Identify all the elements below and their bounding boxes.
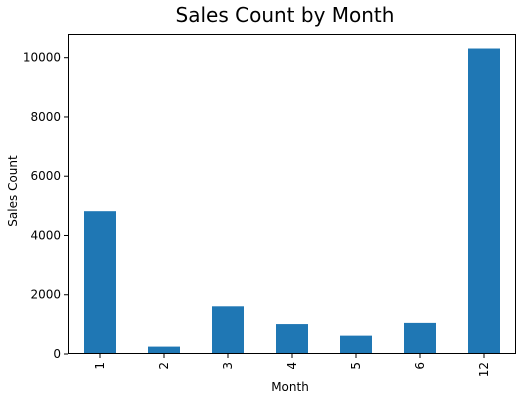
y-tick-label: 4000 — [30, 228, 61, 242]
y-tick-label: 6000 — [30, 169, 61, 183]
x-tick-label: 2 — [157, 362, 171, 370]
bar-month-6 — [404, 323, 436, 354]
y-axis-label: Sales Count — [6, 155, 20, 227]
x-tick-label: 3 — [221, 362, 235, 370]
bar-month-2 — [148, 347, 180, 354]
bar-month-5 — [340, 336, 372, 354]
x-tick-label: 12 — [477, 362, 491, 377]
bar-month-1 — [84, 211, 116, 354]
y-axis: 0 2000 4000 6000 8000 10000 — [23, 51, 68, 361]
bar-month-3 — [212, 306, 244, 354]
plot-frame — [69, 35, 516, 354]
bar-month-12 — [468, 49, 500, 354]
bar-month-4 — [276, 324, 308, 354]
x-tick-label: 1 — [93, 362, 107, 370]
x-axis-label: Month — [271, 380, 309, 394]
x-tick-label: 6 — [413, 362, 427, 370]
y-tick-label: 0 — [53, 347, 61, 361]
x-axis: 1 2 3 4 5 6 12 — [93, 354, 491, 377]
chart-title: Sales Count by Month — [176, 3, 395, 27]
x-tick-label: 5 — [349, 362, 363, 370]
y-tick-label: 8000 — [30, 110, 61, 124]
y-tick-label: 10000 — [23, 51, 61, 65]
y-tick-label: 2000 — [30, 288, 61, 302]
bars-group — [84, 49, 500, 354]
x-tick-label: 4 — [285, 362, 299, 370]
